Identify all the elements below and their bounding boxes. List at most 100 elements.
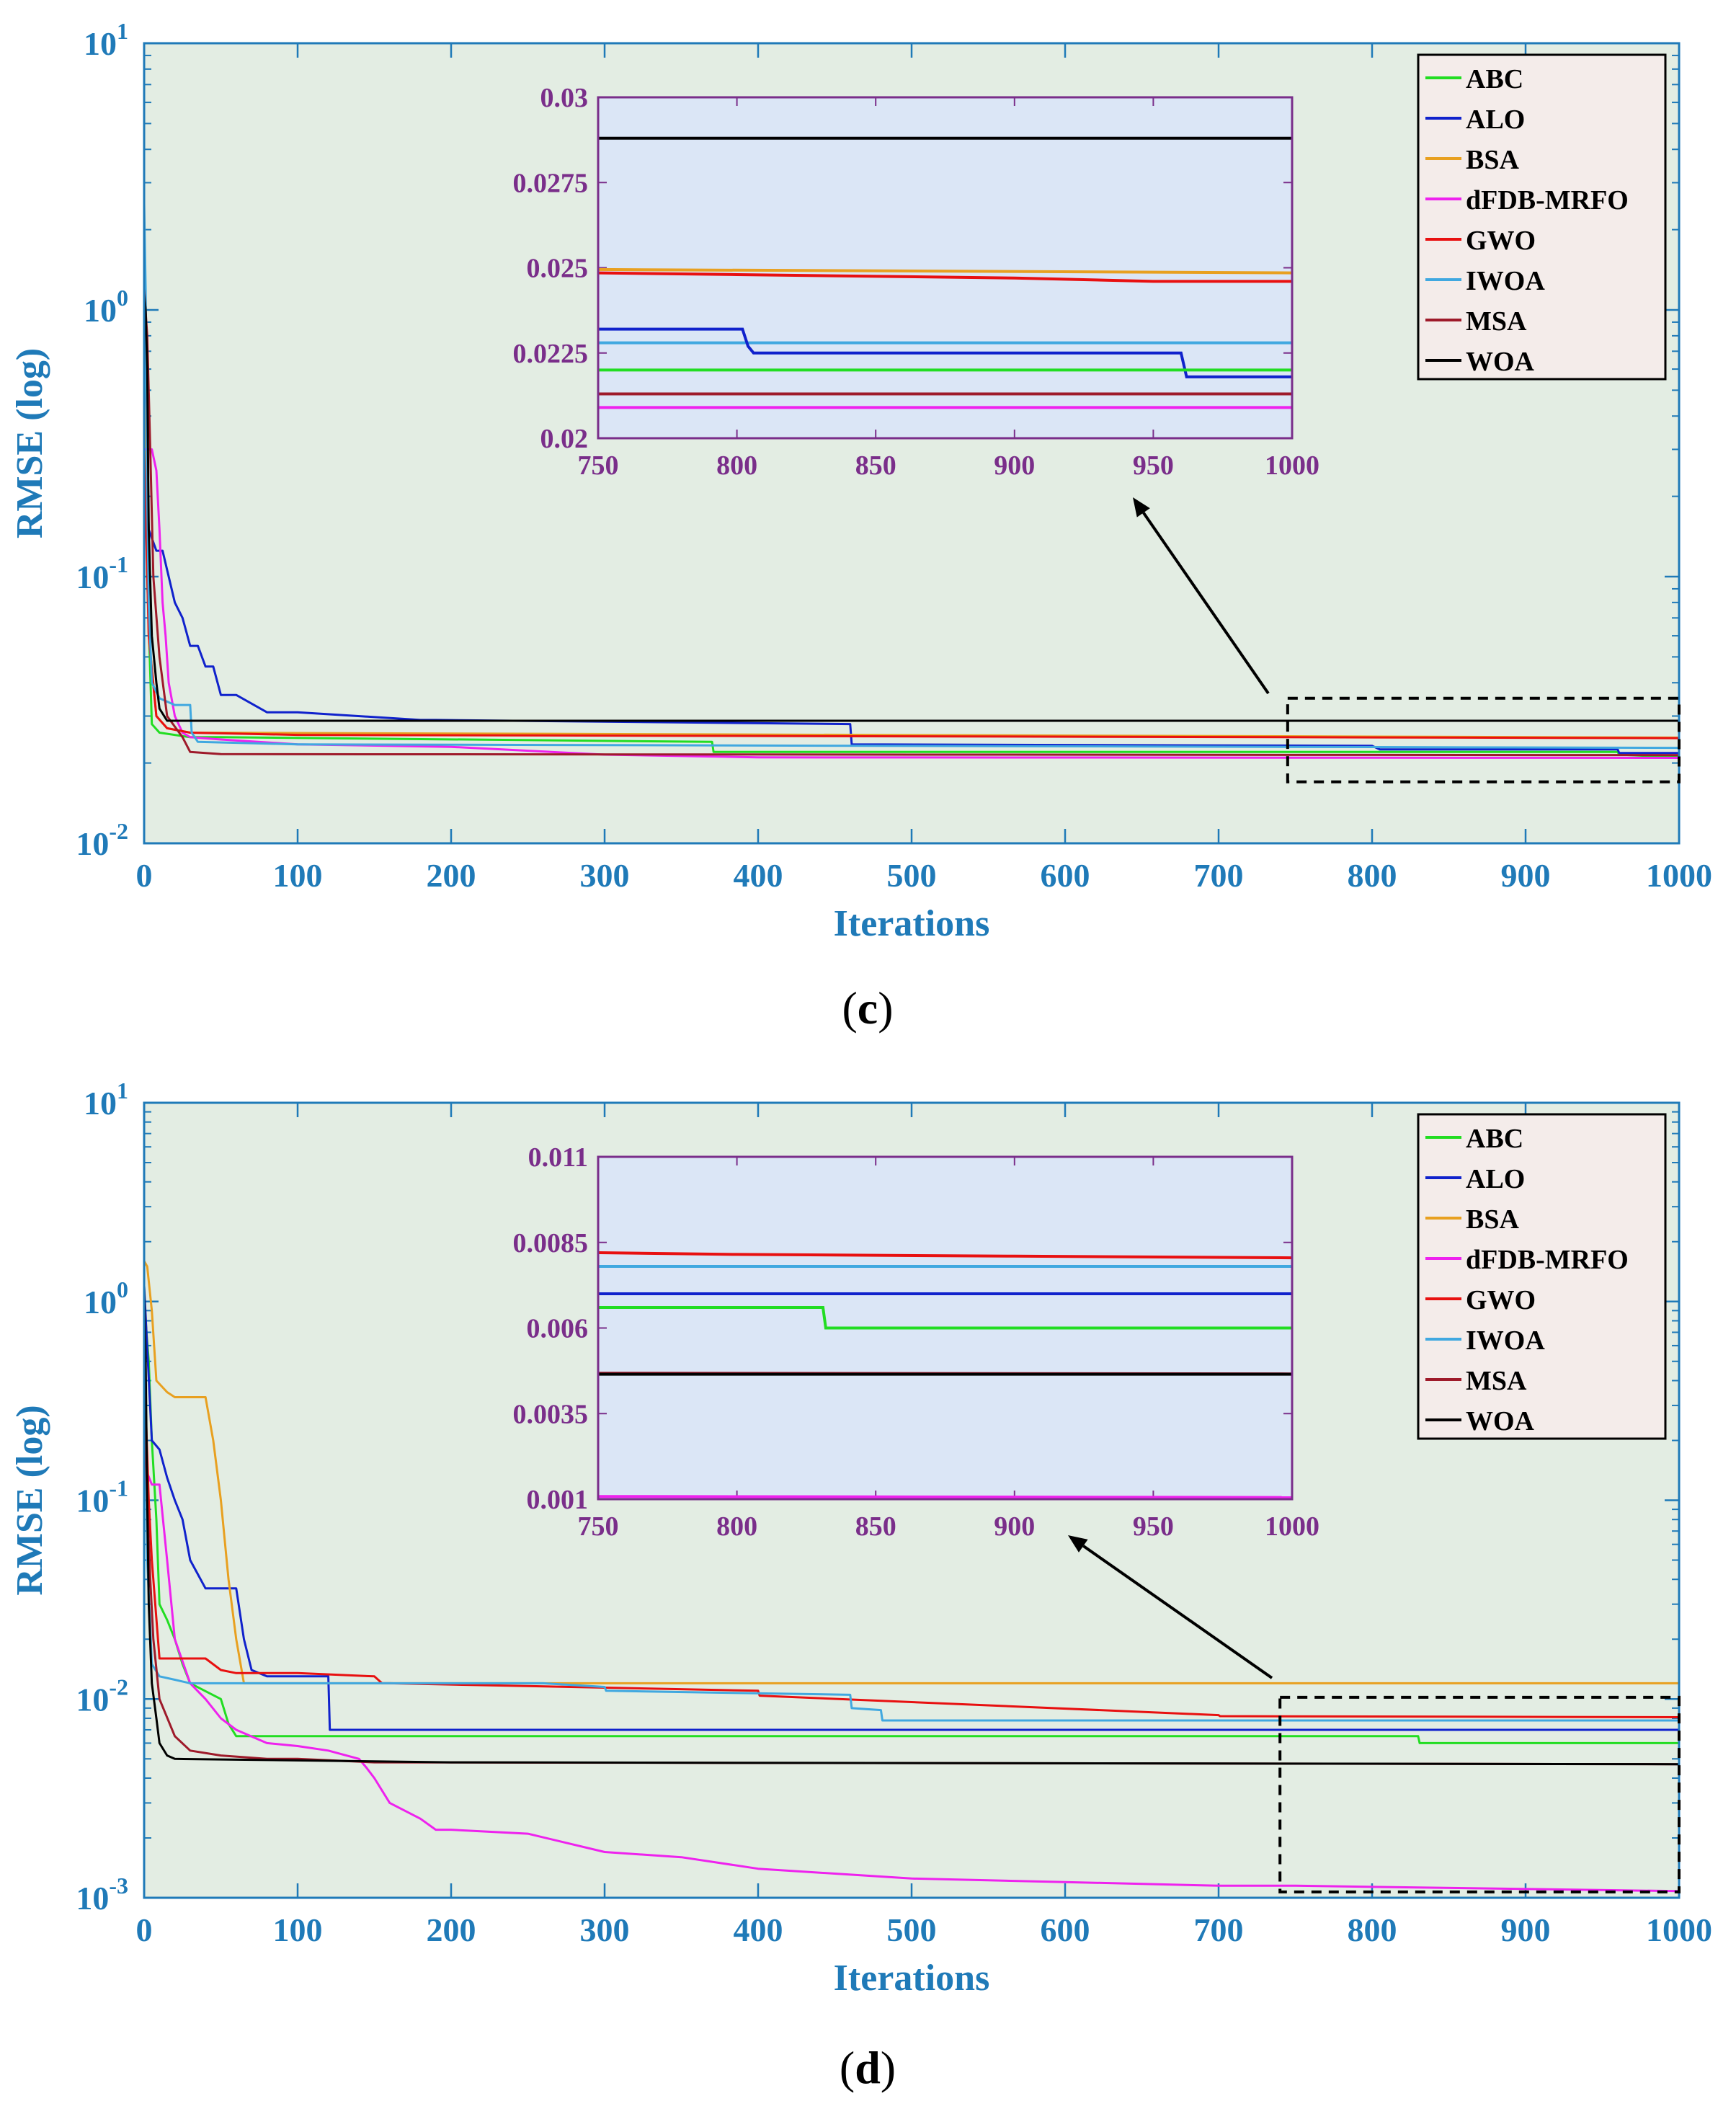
inset-x-tick-label: 850 (855, 1511, 896, 1542)
legend-label-ALO: ALO (1466, 1164, 1525, 1194)
y-tick-label: 101 (84, 1078, 128, 1122)
inset-series-group (598, 1251, 1292, 1499)
legend-label-IWOA: IWOA (1466, 1325, 1545, 1356)
inset-x-tick-label: 850 (855, 450, 896, 481)
inset-y-tick-label: 0.03 (540, 83, 589, 113)
zoom-arrow (1082, 1545, 1273, 1679)
panel-d: 0 100 200 300 400 500 600 700 800 900 1000 Iteratio… (9, 1078, 1712, 2093)
x-tick-label: 0 (136, 857, 153, 894)
inset-y-tick-label: 0.0035 (513, 1399, 589, 1429)
x-tick-label: 900 (1501, 1911, 1551, 1948)
legend-label-dFDB-MRFO: dFDB-MRFO (1466, 185, 1629, 216)
zoom-arrow-head (1068, 1535, 1088, 1553)
inset-y-tick-label: 0.001 (527, 1485, 589, 1515)
inset-frame (597, 96, 1294, 440)
inset-series-group (598, 136, 1292, 409)
legend-label-BSA: BSA (1466, 145, 1519, 175)
x-tick-label: 600 (1041, 1911, 1090, 1948)
legend-box (1417, 53, 1667, 381)
legend: ABC ALO BSA dFDB-MRFO GWO IWOA MSA WOA (1417, 1113, 1667, 1440)
legend: ABC ALO BSA dFDB-MRFO GWO IWOA MSA WOA (1417, 53, 1667, 381)
inset-x-tick-label: 1000 (1265, 1511, 1319, 1542)
x-tick-label: 200 (427, 1911, 476, 1948)
x-tick-label: 300 (580, 1911, 630, 1948)
legend-label-MSA: MSA (1466, 1366, 1527, 1396)
x-tick-label: 600 (1041, 857, 1090, 894)
x-tick-label: 400 (734, 857, 783, 894)
y-tick-label: 10-1 (76, 551, 128, 595)
zoom-box (1286, 696, 1681, 783)
plot-frame (143, 1101, 1681, 1899)
series-IWOA (144, 203, 1679, 750)
zoom-box (1278, 1695, 1681, 1893)
legend-label-ALO: ALO (1466, 105, 1525, 135)
y-tick-label: 10-1 (76, 1475, 128, 1519)
y-tick-label: 100 (84, 1276, 128, 1320)
inset-series-dFDB-MRFO (598, 1495, 1292, 1499)
y-tick-label: 101 (84, 18, 128, 62)
series-WOA (144, 293, 1679, 722)
legend-label-BSA: BSA (1466, 1204, 1519, 1235)
inset-x-tick-label: 800 (716, 450, 757, 481)
y-tick-label: 10-2 (76, 818, 128, 862)
series-MSA (144, 1380, 1679, 1766)
inset-area (598, 97, 1292, 438)
x-tick-label: 500 (887, 1911, 937, 1948)
inset-y-tick-label: 0.006 (527, 1314, 589, 1344)
x-tick-label: 1000 (1646, 1911, 1712, 1948)
x-axis: 0 100 200 300 400 500 600 700 800 900 1000 Iteratio… (136, 43, 1712, 944)
inset-x-tick-label: 900 (994, 450, 1035, 481)
legend-label-GWO: GWO (1466, 226, 1536, 256)
legend-label-IWOA: IWOA (1466, 266, 1545, 296)
legend-label-ABC: ABC (1466, 64, 1523, 94)
legend-label-dFDB-MRFO: dFDB-MRFO (1466, 1245, 1629, 1275)
y-tick-label: 10-2 (76, 1674, 128, 1718)
legend-box (1417, 1113, 1667, 1440)
inset-x-tick-label: 950 (1133, 1511, 1174, 1542)
panel-caption: (d) (840, 2042, 896, 2093)
legend-label-MSA: MSA (1466, 306, 1527, 337)
inset-series-ALO (598, 327, 1292, 378)
x-axis-label: Iterations (834, 903, 990, 944)
x-tick-label: 900 (1501, 857, 1551, 894)
y-tick-label: 10-3 (76, 1873, 128, 1917)
legend-label-GWO: GWO (1466, 1285, 1536, 1315)
inset-y-tick-label: 0.025 (527, 254, 589, 284)
inset-c: 750 800 850 900 950 1000 0.02 0.0225 0.025 0.0275… (513, 83, 1320, 481)
y-axis-label: RMSE (log) (9, 348, 50, 538)
zoom-arrow-head (1133, 497, 1150, 518)
zoom-arrow (1142, 512, 1270, 695)
inset-x-tick-label: 750 (578, 450, 619, 481)
inset-series-BSA (598, 267, 1292, 275)
legend-label-WOA: WOA (1466, 347, 1535, 377)
y-axis: 10-2 10-1 100 101 RMSE (log) (9, 18, 1679, 862)
plot-frame (143, 42, 1681, 845)
x-axis: 0 100 200 300 400 500 600 700 800 900 1000 Iteratio… (136, 1103, 1712, 1999)
x-tick-label: 100 (273, 857, 323, 894)
inset-y-tick-label: 0.0275 (513, 168, 589, 198)
series-group (144, 1260, 1679, 1893)
x-tick-label: 300 (580, 857, 630, 894)
x-tick-label: 200 (427, 857, 476, 894)
x-tick-label: 800 (1348, 857, 1397, 894)
x-tick-label: 500 (887, 857, 937, 894)
inset-d: 750 800 850 900 950 1000 0.001 0.0035 0.006 0.008… (513, 1142, 1320, 1542)
x-tick-label: 700 (1194, 857, 1244, 894)
inset-series-GWO (598, 271, 1292, 283)
series-MSA (144, 288, 1679, 757)
x-tick-label: 100 (273, 1911, 323, 1948)
series-BSA (144, 1260, 1679, 1684)
series-dFDB-MRFO (144, 448, 1679, 759)
inset-x-tick-label: 950 (1133, 450, 1174, 481)
series-IWOA (144, 1320, 1679, 1722)
series-GWO (144, 1361, 1679, 1718)
x-axis-label: Iterations (834, 1958, 990, 1999)
inset-y-tick-label: 0.0085 (513, 1228, 589, 1258)
y-axis-label: RMSE (log) (9, 1405, 50, 1595)
inset-series-GWO (598, 1251, 1292, 1260)
inset-x-tick-label: 1000 (1265, 450, 1319, 481)
x-tick-label: 700 (1194, 1911, 1244, 1948)
y-axis: 10-3 10-2 10-1 100 101 RMSE (log) (9, 1078, 1679, 1917)
panel-caption: (c) (842, 982, 893, 1034)
